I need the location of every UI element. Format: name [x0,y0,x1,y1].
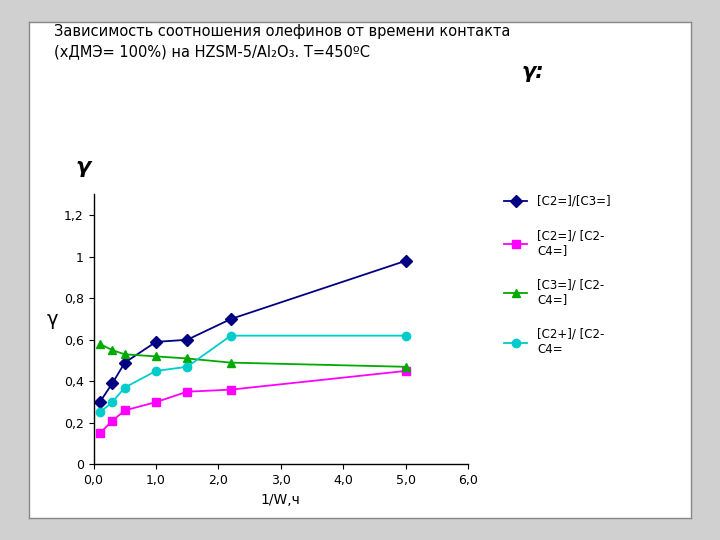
Text: Зависимость соотношения олефинов от времени контакта: Зависимость соотношения олефинов от врем… [54,24,510,39]
[C3=]/ [C2-
C4=] [108,347,117,353]
Line: [C2=]/[C3=]: [C2=]/[C3=] [96,256,410,406]
[C2=]/[C3=] [227,316,235,322]
[C2=]/ [C2-
C4=] [96,430,104,436]
[C3=]/ [C2-
C4=] [183,355,192,362]
[C2=]/[C3=] [96,399,104,406]
[C2=]/[C3=] [120,360,129,366]
[C3=]/ [C2-
C4=] [120,351,129,357]
[C2+]/ [C2-
C4= [108,399,117,406]
[C2=]/[C3=] [183,336,192,343]
[C3=]/ [C2-
C4=] [227,360,235,366]
[C2=]/ [C2-
C4=] [152,399,161,406]
[C3=]/ [C2-
C4=] [96,341,104,347]
[C2+]/ [C2-
C4= [120,384,129,391]
[C2=]/ [C2-
C4=] [227,387,235,393]
[C2=]/[C3=] [401,258,410,264]
Text: (хДМЭ= 100%) на HZSM-5/Al₂O₃. T=450ºC: (хДМЭ= 100%) на HZSM-5/Al₂O₃. T=450ºC [54,44,370,59]
Text: γ:: γ: [522,62,544,82]
[C3=]/ [C2-
C4=] [152,353,161,360]
[C2=]/[C3=] [152,339,161,345]
[C2=]/[C3=] [108,380,117,387]
Legend: [C2=]/[C3=], [C2=]/ [C2-
C4=], [C3=]/ [C2-
C4=], [C2+]/ [C2-
C4=: [C2=]/[C3=], [C2=]/ [C2- C4=], [C3=]/ [C… [504,195,611,356]
[C2+]/ [C2-
C4= [227,333,235,339]
[C2+]/ [C2-
C4= [183,363,192,370]
[C2+]/ [C2-
C4= [96,409,104,416]
[C2+]/ [C2-
C4= [152,368,161,374]
[C2=]/ [C2-
C4=] [108,417,117,424]
[C2=]/ [C2-
C4=] [401,368,410,374]
X-axis label: 1/W,ч: 1/W,ч [261,492,301,507]
Line: [C2+]/ [C2-
C4=: [C2+]/ [C2- C4= [96,332,410,417]
[C2=]/ [C2-
C4=] [120,407,129,414]
Y-axis label: γ: γ [47,310,58,329]
Line: [C2=]/ [C2-
C4=]: [C2=]/ [C2- C4=] [96,367,410,437]
Line: [C3=]/ [C2-
C4=]: [C3=]/ [C2- C4=] [96,340,410,371]
Text: γ: γ [75,157,91,177]
[C3=]/ [C2-
C4=] [401,363,410,370]
[C2+]/ [C2-
C4= [401,333,410,339]
[C2=]/ [C2-
C4=] [183,388,192,395]
